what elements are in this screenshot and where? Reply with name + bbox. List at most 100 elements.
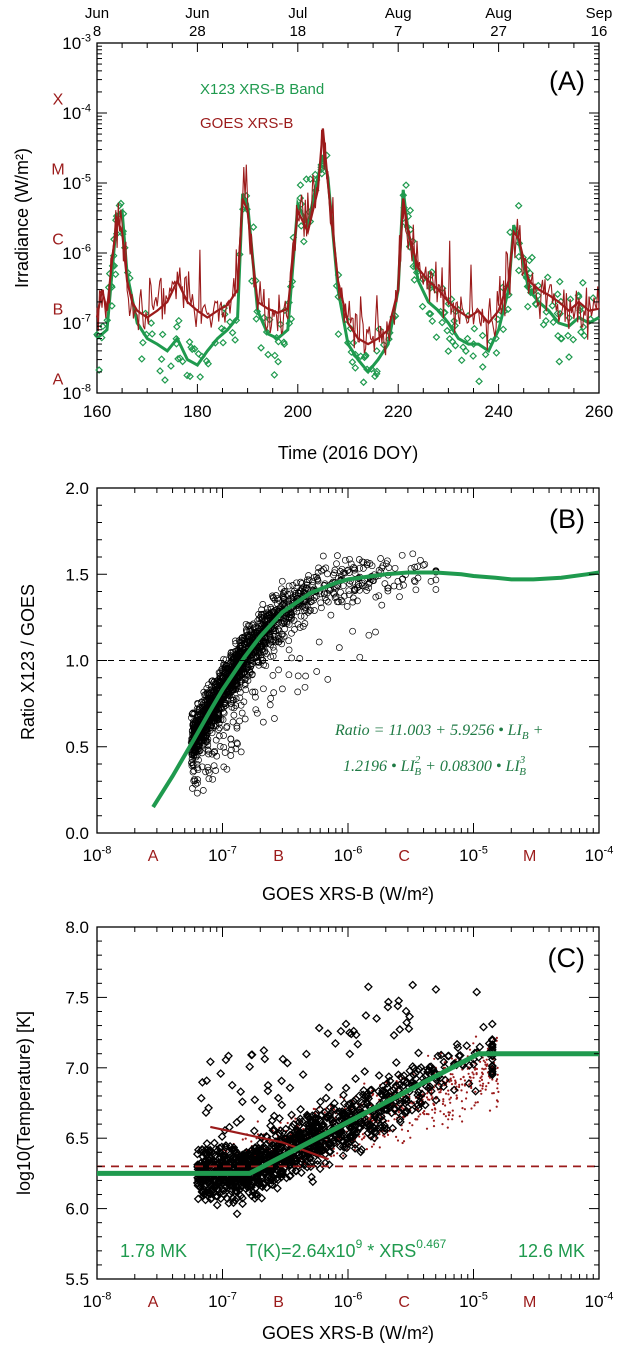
- panel-b-axes: 0.0 0.5 1.0 1.5 2.0 10-8 10-7 10-6 10-5 10-4 A B C M: [65, 479, 613, 865]
- x123-marker: [137, 355, 146, 363]
- temperature-point: [325, 1138, 335, 1148]
- red-point: [442, 1098, 445, 1101]
- temperature-point: [276, 1142, 285, 1152]
- ratio-point: [366, 578, 374, 586]
- temperature-point: [267, 1116, 277, 1125]
- red-point: [491, 1078, 494, 1081]
- temperature-point: [270, 1170, 280, 1180]
- red-point: [480, 1078, 484, 1081]
- ratio-point: [384, 587, 392, 595]
- ratio-point: [210, 717, 217, 725]
- red-point: [442, 1113, 445, 1116]
- temperature-point: [436, 1050, 446, 1060]
- x123-marker: [361, 351, 370, 360]
- panel-b-equation-line1: Ratio = 11.003 + 5.9256 • LIB +: [334, 722, 543, 742]
- ratio-point: [191, 745, 199, 753]
- red-point: [427, 1113, 430, 1116]
- temperature-point: [359, 1099, 369, 1109]
- ratio-point: [251, 688, 259, 696]
- ratio-point: [229, 696, 237, 704]
- red-point: [365, 1148, 368, 1151]
- temperature-point: [268, 1125, 278, 1135]
- ratio-point: [259, 718, 267, 726]
- red-point: [438, 1091, 441, 1094]
- red-point: [268, 1140, 271, 1143]
- temperature-point: [299, 1129, 309, 1138]
- panel-c: 5.5 6.0 6.5 7.0 7.5 8.0 10-8 10-7 10-6 10-5 10-4 A B…: [14, 918, 613, 1343]
- red-point: [361, 1133, 364, 1136]
- ratio-point: [265, 611, 273, 618]
- temperature-point: [252, 1189, 262, 1199]
- ratio-point: [288, 629, 295, 637]
- temperature-point: [449, 1085, 459, 1095]
- temperature-point: [469, 1059, 479, 1069]
- ratio-point: [355, 582, 363, 590]
- temperature-point: [389, 1030, 399, 1040]
- ratio-point: [265, 640, 273, 648]
- temperature-point: [260, 1054, 270, 1064]
- temperature-point: [487, 1064, 497, 1074]
- x123-marker: [478, 363, 487, 371]
- temperature-point: [348, 1132, 358, 1142]
- temperature-point: [252, 1147, 262, 1157]
- red-point: [495, 1105, 498, 1108]
- x123-marker: [302, 175, 311, 184]
- temperature-point: [405, 1066, 415, 1076]
- temperature-point: [369, 1133, 379, 1143]
- fit-curve: [97, 1051, 599, 1176]
- x-tick-label: 10-6: [334, 844, 363, 865]
- temperature-point: [243, 1173, 253, 1183]
- y-tick-label: 0.5: [65, 738, 89, 757]
- red-point: [476, 1101, 479, 1104]
- temperature-point: [388, 1123, 398, 1133]
- ratio-point: [331, 594, 339, 602]
- red-point: [485, 1058, 488, 1061]
- ratio-point: [252, 693, 259, 701]
- ratio-point: [297, 612, 305, 620]
- ratio-point: [293, 584, 300, 592]
- red-point: [450, 1083, 454, 1086]
- ratio-point: [229, 694, 236, 701]
- x123-marker: [426, 310, 435, 318]
- ratio-point: [221, 749, 229, 756]
- ratio-point: [263, 612, 271, 620]
- ratio-point: [241, 676, 249, 683]
- red-point: [482, 1068, 485, 1071]
- x123-marker: [444, 347, 453, 356]
- x123-marker: [549, 318, 558, 326]
- red-point: [479, 1084, 482, 1087]
- red-point: [256, 1120, 259, 1123]
- flare-class-label: B: [53, 302, 64, 319]
- temperature-point: [216, 1148, 226, 1158]
- red-point: [497, 1090, 500, 1093]
- ratio-point: [238, 676, 245, 684]
- temperature-point: [379, 1126, 389, 1136]
- temperature-point: [388, 1085, 398, 1095]
- x-tick-label: 10-8: [83, 844, 112, 865]
- temperature-point: [349, 1096, 359, 1106]
- temperature-point: [315, 1097, 325, 1107]
- ratio-point: [206, 727, 214, 734]
- temperature-point: [232, 1209, 242, 1219]
- temperature-point: [401, 1078, 411, 1088]
- temperature-point: [382, 1078, 392, 1088]
- red-point: [471, 1071, 474, 1074]
- ratio-point: [199, 787, 207, 794]
- ratio-point: [271, 715, 278, 722]
- ratio-point: [288, 611, 295, 619]
- x123-marker: [555, 277, 564, 286]
- red-point: [468, 1048, 472, 1051]
- ratio-point: [412, 586, 420, 594]
- top-axis-day: 28: [189, 23, 206, 40]
- ratio-point: [302, 672, 309, 680]
- red-point: [447, 1118, 450, 1121]
- ratio-point: [333, 560, 340, 568]
- ratio-point: [232, 640, 240, 647]
- red-point: [323, 1111, 326, 1114]
- red-point: [456, 1096, 459, 1099]
- ratio-point: [240, 698, 248, 706]
- temperature-point: [238, 1199, 248, 1209]
- temperature-point: [296, 1104, 306, 1114]
- ratio-point: [204, 766, 212, 774]
- temperature-point: [201, 1108, 211, 1118]
